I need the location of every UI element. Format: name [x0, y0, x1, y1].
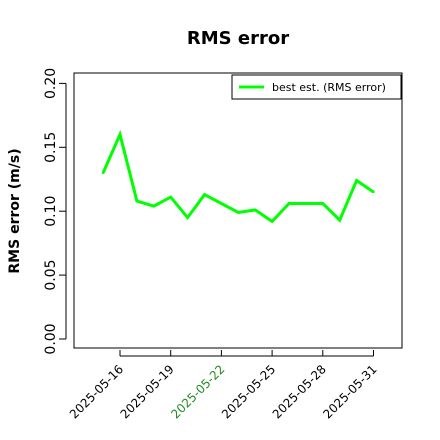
data-point — [372, 190, 375, 194]
data-point — [338, 218, 341, 222]
series-layer — [101, 129, 375, 224]
data-point — [321, 202, 324, 205]
y-tick-label: 0.00 — [43, 323, 59, 354]
x-tick-label: 2025-05-31 — [320, 362, 379, 421]
y-axis: 0.00 0.05 0.10 0.15 0.20 — [43, 68, 67, 355]
data-point — [186, 216, 189, 219]
data-point — [270, 220, 274, 223]
data-point — [287, 202, 291, 205]
legend: best est. (RMS error) — [231, 74, 402, 100]
chart-title: RMS error — [187, 28, 289, 49]
y-tick-label: 0.20 — [43, 68, 59, 99]
data-point — [169, 195, 172, 199]
y-tick-label: 0.10 — [43, 196, 59, 227]
data-point — [152, 204, 155, 208]
y-tick-label: 0.15 — [43, 132, 59, 163]
data-point — [355, 179, 358, 182]
data-point — [237, 211, 240, 214]
x-axis: 2025-05-162025-05-192025-05-222025-05-25… — [67, 350, 380, 421]
data-point — [118, 133, 122, 136]
y-tick-label: 0.05 — [43, 260, 59, 291]
data-point — [135, 199, 139, 203]
data-point — [220, 202, 223, 205]
plot-area — [73, 72, 403, 349]
data-point — [203, 193, 206, 196]
data-point — [101, 171, 105, 175]
data-point — [254, 208, 257, 212]
data-point — [304, 202, 308, 205]
legend-label: best est. (RMS error) — [272, 81, 386, 94]
y-axis-label: RMS error (m/s) — [7, 148, 23, 273]
series-line — [101, 129, 375, 224]
